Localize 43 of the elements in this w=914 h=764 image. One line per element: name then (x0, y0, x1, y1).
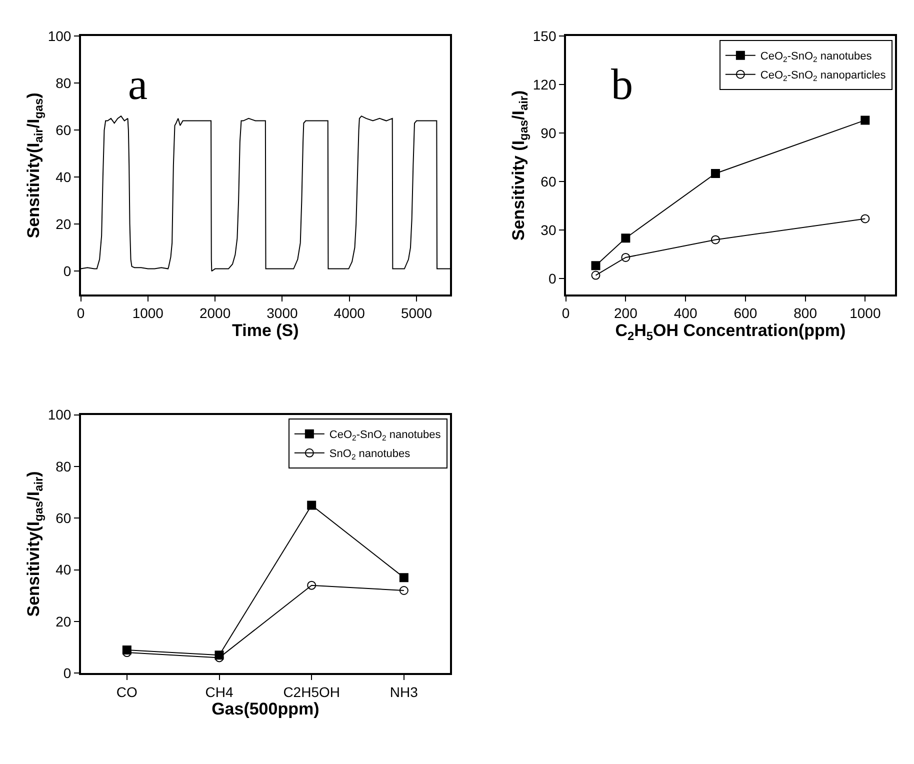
x-tick-label: 400 (674, 305, 698, 322)
y-tick-label: 100 (48, 406, 72, 423)
x-tick-label: 5000 (400, 305, 432, 322)
y-tick-label: 80 (56, 75, 72, 92)
x-tick-label: 4000 (334, 305, 366, 322)
x-tick-label: CO (116, 684, 138, 700)
y-tick-label: 0 (548, 270, 556, 286)
x-tick-label: 0 (76, 305, 85, 322)
y-tick-label: 60 (540, 173, 556, 190)
y-tick-label: 150 (532, 28, 556, 44)
x-axis-title: Gas(500ppm) (212, 700, 320, 719)
x-tick-label: 2000 (199, 305, 231, 322)
y-tick-label: 120 (532, 76, 556, 93)
y-tick-label: 90 (540, 125, 556, 142)
annotation: b (611, 60, 633, 109)
y-tick-label: 20 (56, 613, 72, 630)
y-tick-label: 20 (56, 216, 72, 232)
y-tick-label: 0 (63, 263, 72, 280)
y-tick-label: 60 (56, 510, 72, 526)
x-tick-label: CH4 (205, 684, 234, 700)
x-tick-label: 0 (562, 305, 570, 322)
x-tick-label: C2H5OH (283, 684, 340, 700)
x-tick-label: 200 (614, 305, 638, 322)
x-tick-label: NH3 (390, 684, 418, 700)
legend-label: CeO$_{2}$-SnO$_{2}$ nanotubes (760, 50, 872, 64)
x-tick-label: 600 (734, 305, 758, 322)
legend-label: CeO$_{2}$-SnO$_{2}$ nanoparticles (760, 70, 886, 83)
y-tick-label: 80 (56, 458, 72, 474)
y-tick-label: 30 (540, 222, 556, 238)
x-axis-title: Time (S) (232, 321, 299, 340)
x-axis-title: C$_{2}$H$_{5}$OH Concentration(ppm) (615, 321, 846, 343)
y-tick-label: 40 (56, 169, 72, 186)
y-tick-label: 60 (56, 122, 72, 138)
annotation: a (128, 60, 148, 109)
x-tick-label: 3000 (266, 305, 298, 322)
y-tick-label: 0 (63, 665, 72, 682)
y-tick-label: 100 (48, 28, 72, 44)
x-tick-label: 1000 (132, 305, 164, 322)
x-tick-label: 1000 (850, 305, 881, 322)
legend-label: CeO$_{2}$-SnO$_{2}$ nanotubes (329, 429, 442, 442)
legend-label: SnO$_{2}$ nanotubes (329, 448, 411, 462)
y-tick-label: 40 (56, 562, 72, 578)
x-tick-label: 800 (794, 305, 818, 322)
